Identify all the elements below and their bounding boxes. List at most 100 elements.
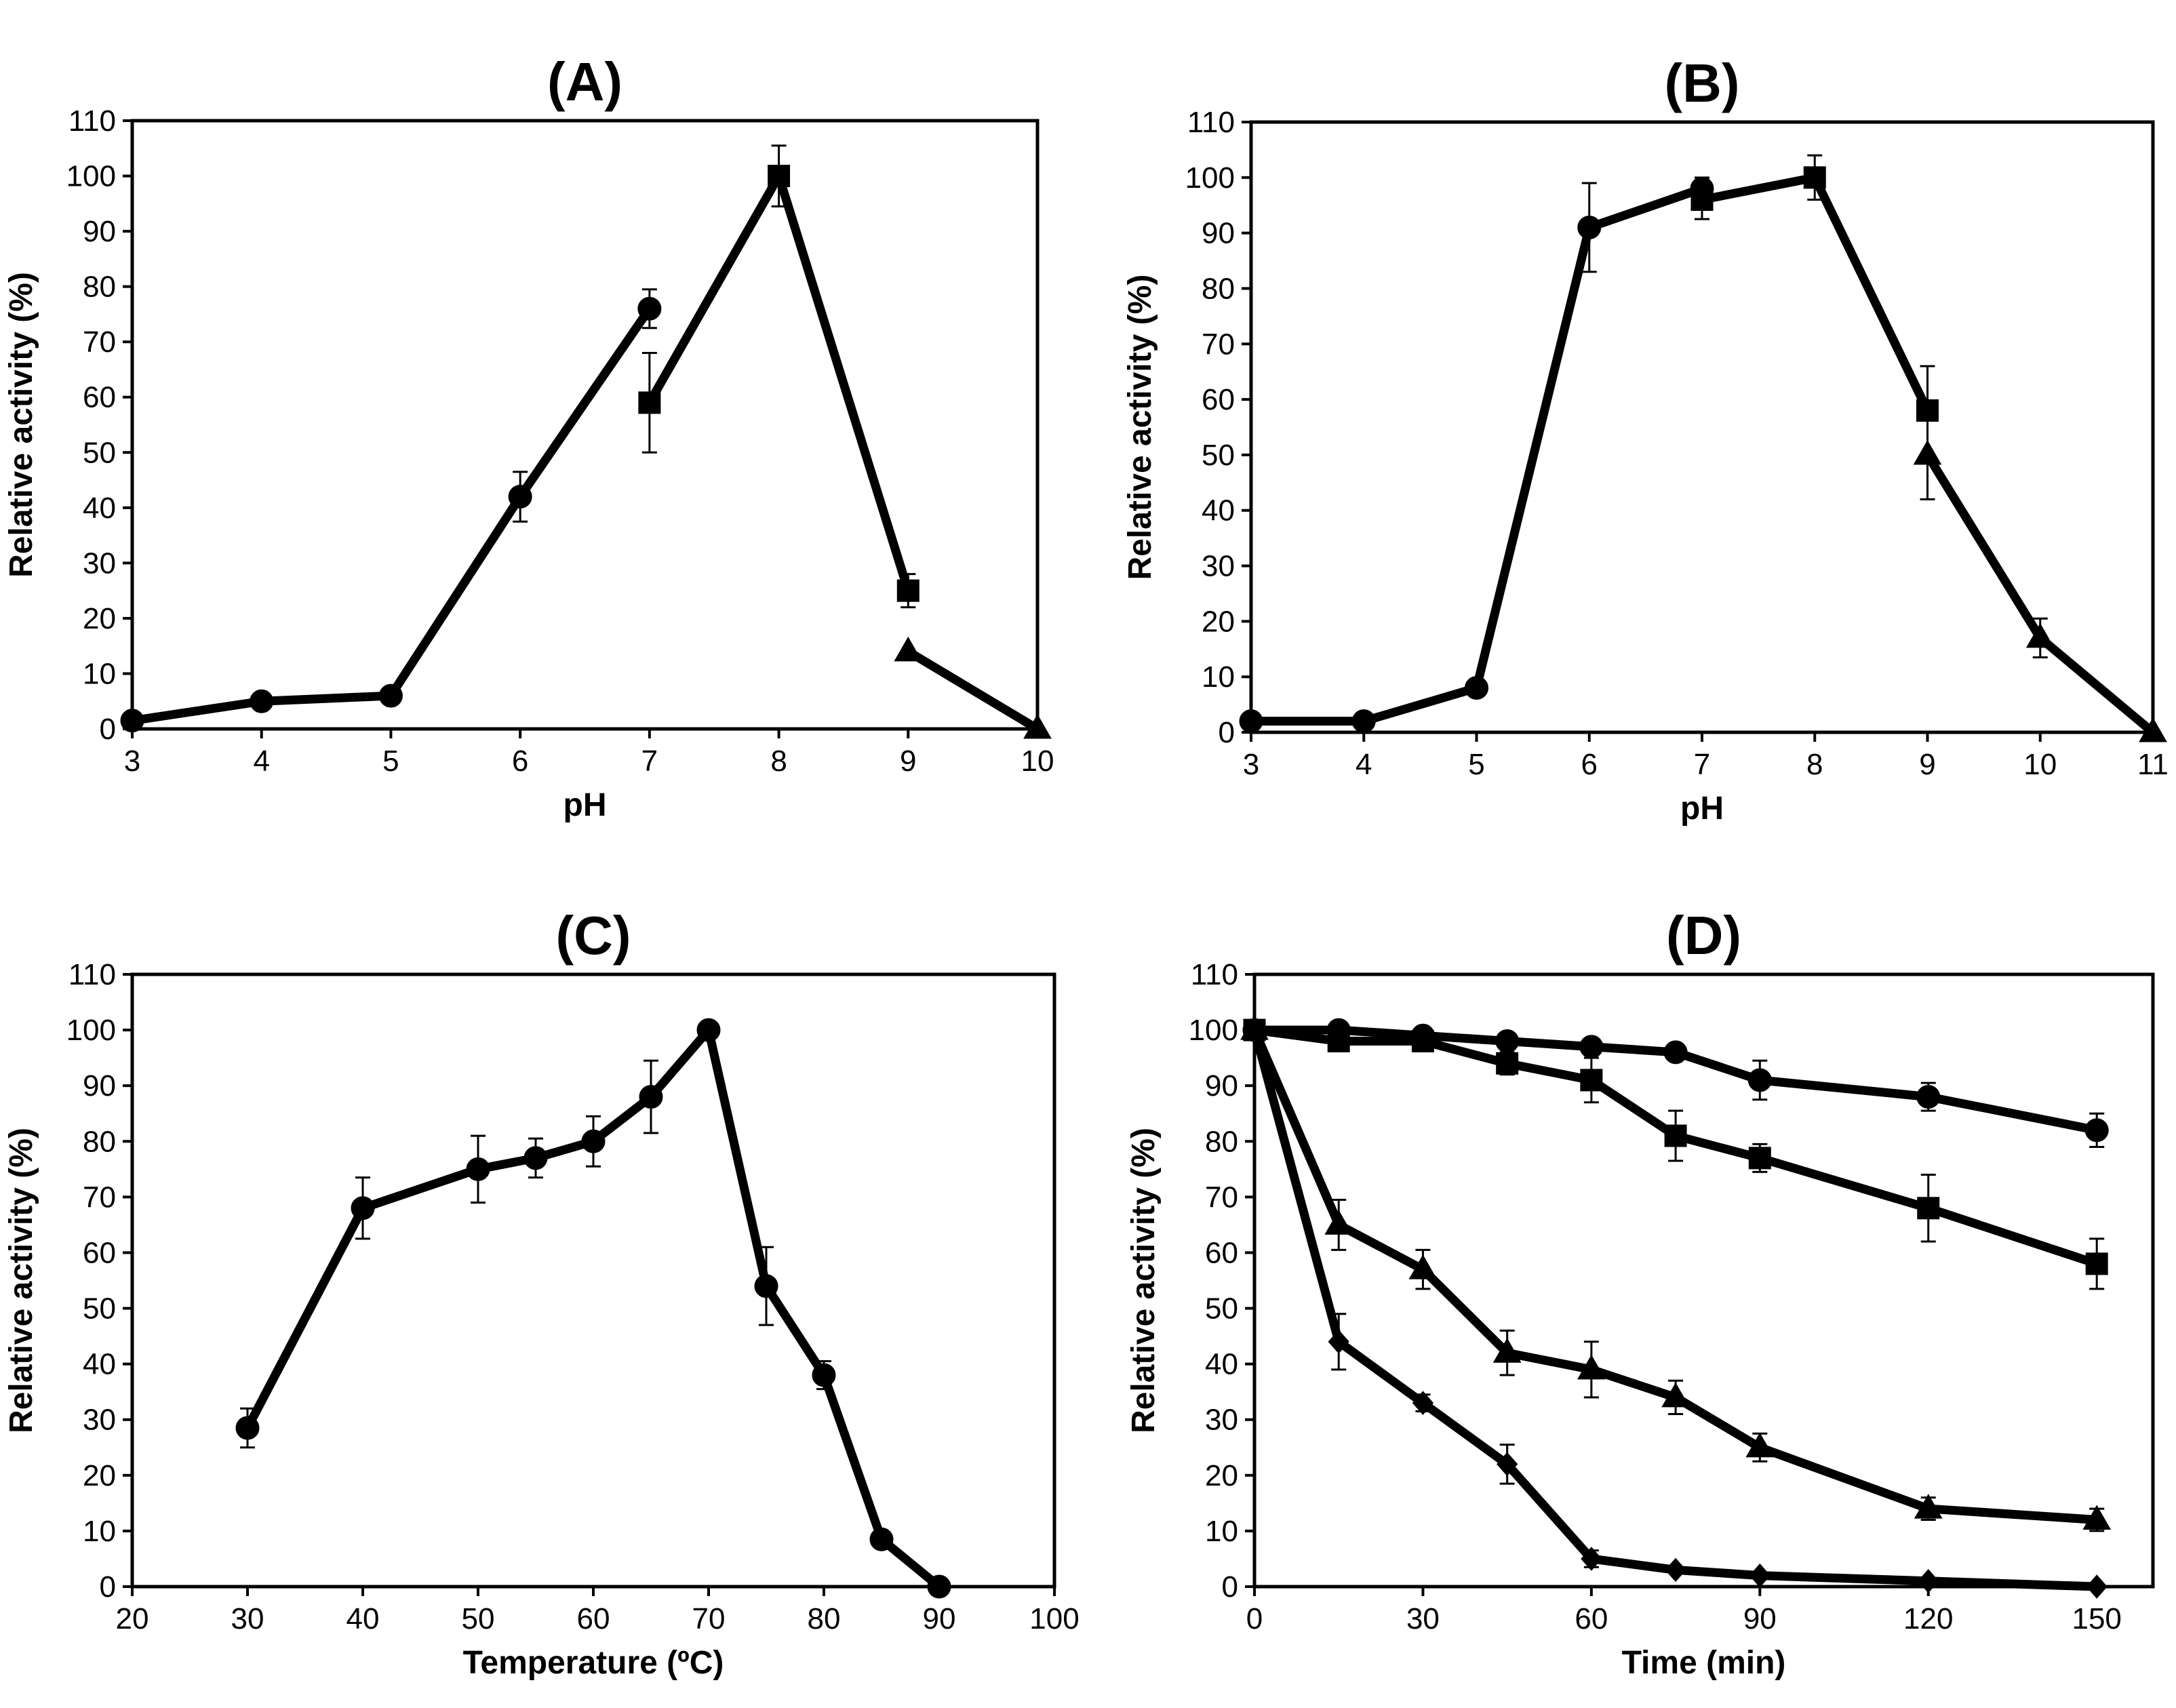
data-point-triangle xyxy=(1023,713,1052,739)
data-point-circle xyxy=(754,1274,778,1298)
x-tick-label: 5 xyxy=(382,744,399,778)
x-tick-label: 70 xyxy=(692,1602,726,1635)
y-axis-label: Relative activity (%) xyxy=(3,1128,39,1433)
y-tick-label: 70 xyxy=(83,325,116,359)
data-point-circle xyxy=(581,1129,606,1153)
y-tick-label: 20 xyxy=(83,602,116,635)
data-point-circle xyxy=(466,1157,490,1181)
x-tick-label: 3 xyxy=(124,744,140,778)
x-tick-label: 90 xyxy=(1743,1602,1777,1635)
plot-frame xyxy=(130,119,1040,731)
y-tick-label: 90 xyxy=(1202,217,1235,250)
data-point-triangle xyxy=(2082,1505,2112,1530)
series-line-buffer-square xyxy=(1697,173,1932,415)
x-tick-label: 9 xyxy=(1919,748,1935,781)
data-point-circle xyxy=(508,485,532,509)
data-point-circle xyxy=(639,1085,663,1109)
panel-d: (D) 0 10 20 30 40 50 60 70 80 90 100 110 0 30 60 90 120 15… xyxy=(1126,905,2155,1681)
x-axis-label: Time (min) xyxy=(1622,1645,1786,1681)
y-tick-label: 100 xyxy=(66,1014,116,1047)
series-line-buffer-triangle xyxy=(903,647,1042,734)
y-tick-label: 50 xyxy=(83,436,116,469)
panel-title: (C) xyxy=(555,905,631,966)
x-tick-label: 9 xyxy=(900,744,916,778)
y-tick-label: 110 xyxy=(68,104,116,138)
data-point-circle xyxy=(1465,676,1488,700)
y-tick-label: 60 xyxy=(1202,383,1235,416)
y-tick-label: 50 xyxy=(1202,439,1235,472)
y-tick-label: 110 xyxy=(68,958,116,991)
data-point-square xyxy=(1748,1147,1771,1170)
x-tick-label: 4 xyxy=(253,744,269,778)
y-tick-label: 10 xyxy=(1205,1515,1238,1548)
data-point-triangle xyxy=(1914,1494,1943,1519)
data-point-triangle xyxy=(2139,717,2167,742)
data-point-diamond xyxy=(1581,1547,1602,1571)
data-point-circle xyxy=(250,689,274,713)
panel-a: (A) 0 10 20 30 40 50 60 70 80 90 100 110 3 4 5 6 7 8 9 10 pH R… xyxy=(3,52,1054,823)
series-line-buffer-circle xyxy=(127,304,654,726)
y-tick-label: 90 xyxy=(1205,1069,1238,1103)
x-tick-label: 10 xyxy=(1021,744,1054,778)
y-tick-label: 10 xyxy=(1202,660,1235,694)
x-tick-label: 11 xyxy=(2137,748,2169,781)
data-point-triangle xyxy=(2025,622,2055,648)
y-tick-label: 50 xyxy=(1205,1292,1238,1326)
series-line-buffer-triangle xyxy=(1923,450,2158,737)
y-tick-label: 0 xyxy=(100,713,116,746)
y-tick-label: 30 xyxy=(83,1404,116,1437)
panel-title: (A) xyxy=(547,52,622,112)
data-point-diamond xyxy=(1496,1452,1518,1477)
y-tick-label: 0 xyxy=(1219,716,1235,749)
y-tick-label: 70 xyxy=(1205,1180,1238,1214)
x-tick-label: 7 xyxy=(641,744,658,778)
data-point-triangle xyxy=(894,636,923,662)
x-tick-label: 4 xyxy=(1356,748,1372,781)
x-tick-label: 30 xyxy=(231,1602,264,1635)
y-axis-label: Relative activity (%) xyxy=(1122,275,1158,580)
y-tick-label: 10 xyxy=(83,1515,116,1548)
data-point-triangle xyxy=(1492,1338,1522,1363)
plot-frame xyxy=(130,972,1056,1589)
data-point-circle xyxy=(2084,1118,2109,1143)
y-tick-label: 110 xyxy=(1187,106,1235,139)
series-line-temperature-profile xyxy=(243,1025,944,1591)
y-tick-label: 100 xyxy=(1189,1014,1238,1047)
data-point-diamond xyxy=(1244,1018,1265,1042)
x-tick-label: 60 xyxy=(577,1602,610,1635)
data-point-square xyxy=(1917,1197,1940,1220)
panel-b: (B) 0 10 20 30 40 50 60 70 80 90 100 110 3 4 5 6 7 8 9 10 11 p… xyxy=(1122,53,2169,827)
data-point-diamond xyxy=(1412,1391,1434,1415)
y-tick-label: 50 xyxy=(83,1292,116,1326)
y-tick-label: 60 xyxy=(1205,1236,1238,1269)
y-tick-label: 80 xyxy=(1202,272,1235,305)
y-tick-label: 40 xyxy=(83,492,116,525)
y-tick-label: 0 xyxy=(100,1570,116,1604)
data-point-circle xyxy=(1663,1040,1688,1065)
y-tick-label: 40 xyxy=(1205,1348,1238,1381)
x-tick-label: 7 xyxy=(1694,748,1710,781)
data-point-square xyxy=(1411,1030,1434,1053)
x-tick-label: 40 xyxy=(347,1602,380,1635)
data-point-circle xyxy=(927,1574,951,1599)
data-point-square xyxy=(768,165,791,188)
plot-frame xyxy=(1252,972,2155,1589)
x-tick-label: 30 xyxy=(1406,1602,1440,1635)
data-point-square xyxy=(1664,1124,1687,1147)
y-tick-label: 60 xyxy=(83,381,116,414)
x-tick-label: 60 xyxy=(1575,1602,1608,1635)
data-point-circle xyxy=(120,709,144,733)
y-tick-label: 20 xyxy=(1202,605,1235,638)
x-tick-label: 20 xyxy=(116,1602,149,1635)
y-tick-label: 0 xyxy=(1222,1570,1238,1604)
data-point-circle xyxy=(1579,1035,1604,1059)
data-point-circle xyxy=(351,1196,375,1220)
x-tick-label: 150 xyxy=(2072,1602,2121,1635)
y-tick-label: 20 xyxy=(1205,1459,1238,1492)
x-tick-label: 100 xyxy=(1029,1602,1079,1635)
x-axis-label: pH xyxy=(1680,791,1724,827)
y-tick-label: 30 xyxy=(83,547,116,580)
y-tick-label: 80 xyxy=(83,1125,116,1158)
x-tick-label: 90 xyxy=(923,1602,956,1635)
data-point-circle xyxy=(812,1363,836,1387)
